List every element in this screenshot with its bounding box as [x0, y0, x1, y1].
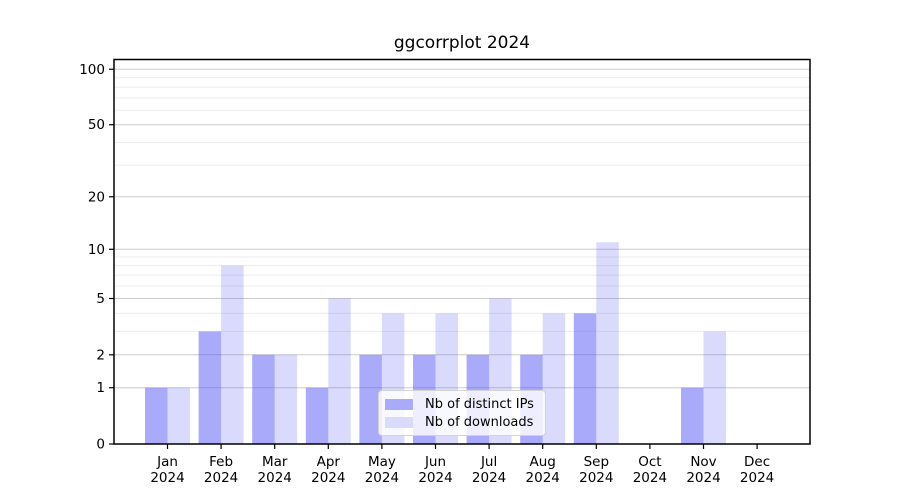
bar-distinct-ips-may	[359, 354, 382, 444]
bar-downloads-mar	[274, 354, 298, 444]
x-tick-label: Jun 2024	[418, 454, 452, 486]
x-tick-label: May 2024	[365, 454, 399, 486]
legend-swatch-downloads	[385, 416, 413, 428]
bar-distinct-ips-jan	[145, 387, 168, 444]
chart-title: ggcorrplot 2024	[393, 33, 531, 53]
x-tick-label: Aug 2024	[526, 454, 560, 486]
bar-distinct-ips-nov	[681, 387, 704, 444]
y-tick-label: 1	[96, 380, 105, 396]
legend-entry-distinct-ips: Nb of distinct IPs	[385, 396, 541, 412]
bar-distinct-ips-mar	[252, 354, 275, 444]
x-tick-label: Apr 2024	[311, 454, 345, 486]
y-tick-label: 10	[88, 242, 105, 258]
bar-downloads-aug	[542, 313, 566, 444]
y-tick-label: 0	[96, 437, 105, 453]
y-tick-label: 20	[88, 189, 105, 205]
x-tick-label: Sep 2024	[579, 454, 613, 486]
plot-border	[113, 58, 811, 445]
y-tick-label: 2	[96, 347, 105, 363]
legend: Nb of distinct IPs Nb of downloads	[378, 390, 546, 436]
bar-downloads-sep	[596, 242, 619, 444]
bar-downloads-jan	[167, 387, 190, 444]
bar-downloads-nov	[703, 331, 726, 444]
bar-distinct-ips-sep	[573, 313, 597, 444]
x-tick-label: Jan 2024	[150, 454, 184, 486]
bar-distinct-ips-apr	[305, 387, 329, 444]
y-tick-label: 5	[96, 291, 105, 307]
y-tick-label: 50	[88, 117, 105, 133]
x-tick-label: Oct 2024	[633, 454, 667, 486]
legend-entry-downloads: Nb of downloads	[385, 414, 541, 430]
legend-label-downloads: Nb of downloads	[425, 414, 534, 430]
bar-downloads-apr	[328, 298, 351, 444]
bar-downloads-feb	[221, 265, 244, 444]
x-tick-label: Dec 2024	[740, 454, 774, 486]
legend-label-distinct-ips: Nb of distinct IPs	[425, 396, 534, 412]
x-tick-label: Jul 2024	[472, 454, 506, 486]
x-tick-label: Mar 2024	[258, 454, 292, 486]
legend-swatch-distinct-ips	[385, 398, 413, 410]
y-tick-label: 100	[79, 62, 105, 78]
x-tick-label: Feb 2024	[204, 454, 238, 486]
bar-distinct-ips-feb	[198, 331, 222, 444]
x-tick-label: Nov 2024	[686, 454, 720, 486]
